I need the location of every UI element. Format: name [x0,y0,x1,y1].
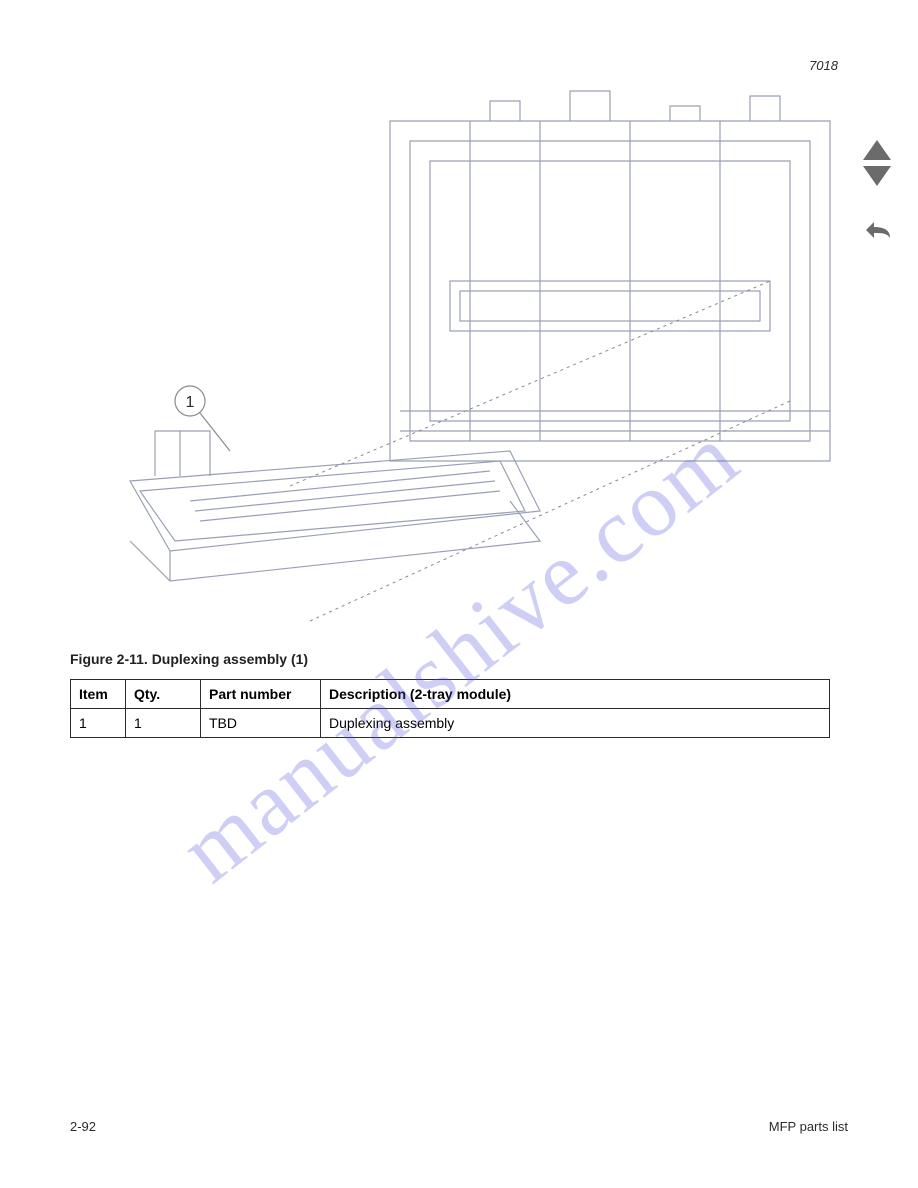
callout-number: 1 [186,394,195,411]
nav-controls [860,140,894,246]
nav-back-icon[interactable] [860,216,894,246]
page-number: 2-92 [70,1119,96,1134]
figure-area: 1 [70,81,840,641]
nav-up-icon[interactable] [863,140,891,160]
nav-down-icon[interactable] [863,166,891,186]
cell-item: 1 [71,709,126,738]
exploded-diagram: 1 [70,81,840,641]
table-row: 1 1 TBD Duplexing assembly [71,709,830,738]
parts-table: Item Qty. Part number Description (2-tra… [70,679,830,738]
figure-caption: Figure 2-11. Duplexing assembly (1) [70,651,848,667]
col-qty: Qty. [126,680,201,709]
col-item: Item [71,680,126,709]
cell-part: TBD [201,709,321,738]
cell-desc: Duplexing assembly [321,709,830,738]
footer-section: MFP parts list [769,1119,848,1134]
cell-qty: 1 [126,709,201,738]
manual-page: 7018 [0,0,918,1188]
model-number: 7018 [70,58,838,73]
col-part: Part number [201,680,321,709]
col-desc: Description (2-tray module) [321,680,830,709]
table-header-row: Item Qty. Part number Description (2-tra… [71,680,830,709]
